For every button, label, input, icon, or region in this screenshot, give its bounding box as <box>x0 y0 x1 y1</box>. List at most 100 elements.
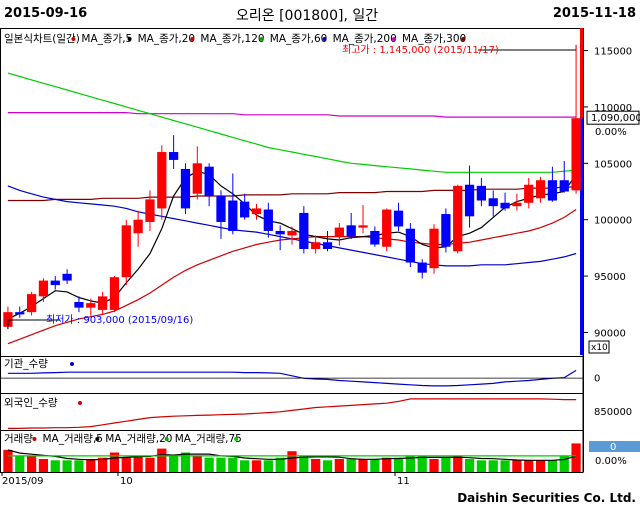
volume-bar <box>38 459 49 472</box>
price-legend-swatch <box>190 37 195 41</box>
volume-bar <box>346 459 356 472</box>
price-legend-swatch <box>127 37 132 41</box>
volume-badge-pct: 0.00% <box>595 456 627 467</box>
candle-body <box>192 163 202 194</box>
volume-bar <box>405 456 415 472</box>
x-tick-label: 10 <box>120 476 133 487</box>
scale-note: x10 <box>591 343 608 353</box>
candle-body <box>441 214 451 247</box>
volume-ma5-line <box>7 449 577 461</box>
volume-bar <box>240 460 250 472</box>
ma200-line <box>7 111 577 118</box>
candle-body <box>524 184 534 203</box>
candle-body <box>547 180 558 201</box>
candle-body <box>488 198 498 207</box>
volume-bar <box>441 457 451 472</box>
y-tick-label: 95000 <box>594 272 626 283</box>
candle-body <box>370 230 380 245</box>
candle-body <box>334 227 344 237</box>
volume-bar <box>559 456 569 472</box>
volume-legend-swatch <box>234 437 239 441</box>
volume-bar <box>216 457 226 472</box>
volume-bar <box>133 456 143 472</box>
volume-bar <box>251 460 262 472</box>
candle-body <box>74 302 84 308</box>
volume-legend-swatch <box>32 437 37 441</box>
candle-body <box>559 180 569 192</box>
price-legend-item: MA_종가,200 <box>333 33 397 45</box>
volume-bar <box>417 456 427 472</box>
volume-bar <box>464 459 475 472</box>
candle-body <box>180 168 191 209</box>
candle-body <box>358 225 368 228</box>
candle-body <box>311 242 321 250</box>
volume-bar <box>334 459 344 472</box>
price-legend-item: MA_종가,120 <box>200 33 264 45</box>
volume-bar <box>275 457 285 472</box>
axis-down-bar <box>580 118 583 355</box>
axis-up-bar <box>580 28 583 119</box>
volume-bar <box>322 460 333 472</box>
y-tick-label: 115000 <box>594 47 632 58</box>
candle-body <box>121 225 131 278</box>
candle-body <box>346 225 356 237</box>
volume-badge-value: 0 <box>610 442 616 453</box>
price-legend-swatch <box>322 37 327 41</box>
candle-body <box>50 280 60 286</box>
candle-body <box>405 228 415 263</box>
y-tick-label: 90000 <box>594 328 626 339</box>
volume-badge <box>589 441 640 452</box>
candle-body <box>251 208 262 215</box>
institution-legend: 기관_수량 <box>4 358 48 370</box>
candle-body <box>86 303 96 308</box>
x-tick-label: 11 <box>397 476 410 487</box>
y-tick-label: 110000 <box>594 103 632 114</box>
volume-bar <box>15 456 25 472</box>
volume-bar <box>180 452 191 472</box>
volume-bar <box>453 456 463 472</box>
last-price-box <box>586 110 640 125</box>
volume-bar <box>311 459 321 472</box>
company-name: Daishin Securities Co. Ltd. <box>457 491 636 505</box>
price-legend-item: MA_종가,60 <box>270 33 328 45</box>
volume-bar <box>204 457 214 472</box>
volume-bar <box>109 452 120 472</box>
volume-bar <box>26 456 37 472</box>
volume-bar <box>535 460 546 472</box>
foreign-line <box>7 398 577 429</box>
volume-bar <box>488 460 498 472</box>
high-annotation: 최고가 : 1,145,000 (2015/11/17) <box>342 44 499 56</box>
last-pct: 0.00% <box>595 127 627 138</box>
candle-body <box>26 294 37 313</box>
volume-bar <box>169 455 179 472</box>
price-legend-swatch <box>259 37 264 41</box>
volume-bar <box>382 457 392 472</box>
candle-body <box>535 180 546 199</box>
candle-body <box>38 280 49 297</box>
candle-body <box>512 202 522 207</box>
ma120-line <box>7 72 577 173</box>
volume-bar <box>121 457 131 472</box>
candle-body <box>464 184 475 217</box>
candle-body <box>3 312 13 327</box>
volume-bar <box>476 460 487 472</box>
volume-bar <box>571 443 581 472</box>
candle-body <box>417 262 427 273</box>
candle-body <box>299 212 309 250</box>
price-legend-swatch <box>392 37 396 41</box>
last-price: 1,090,000 <box>591 113 640 124</box>
candle-body <box>476 185 487 201</box>
foreign-axis-label: 850000 <box>594 407 632 418</box>
candle-body <box>453 185 463 252</box>
institution-legend-swatch <box>70 362 74 366</box>
volume-legend-item: MA_거래량,5 <box>43 433 104 445</box>
candle-body <box>97 296 108 310</box>
candle-body <box>169 152 179 160</box>
volume-bar <box>287 451 297 472</box>
candle-body <box>15 312 25 315</box>
candle-body <box>287 230 297 236</box>
x-tick-label: 2015/09 <box>2 476 44 487</box>
ma60-line <box>7 185 577 267</box>
volume-bar <box>3 449 13 472</box>
